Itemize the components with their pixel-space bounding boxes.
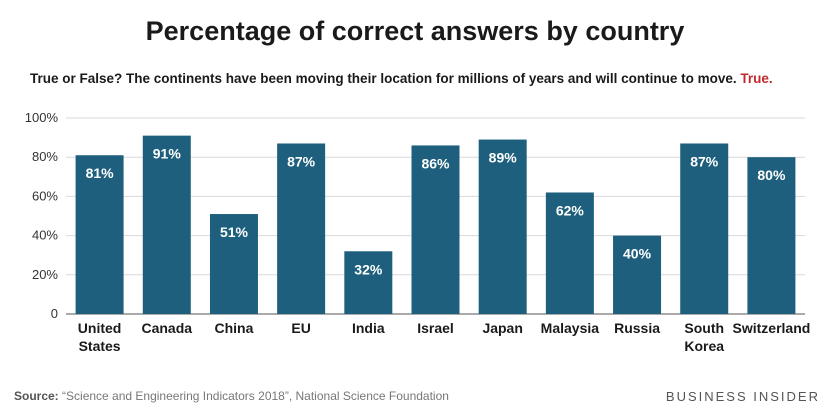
x-tick-label: States [79, 338, 121, 354]
data-label: 86% [421, 155, 450, 171]
y-tick-label: 20% [32, 267, 58, 282]
data-label: 89% [489, 150, 518, 166]
data-label: 91% [153, 146, 182, 162]
bar [142, 135, 191, 314]
bar [478, 139, 527, 314]
bar-chart: 0 20% 40% 60% 80% 100% 81% United States 91% Canad… [25, 110, 811, 354]
subtitle-question: True or False? The continents have been … [30, 71, 737, 86]
footer: Source: “Science and Engineering Indicat… [14, 385, 820, 407]
y-tick-label: 40% [32, 228, 58, 243]
source-label: Source: [14, 389, 59, 403]
x-tick-label: India [352, 320, 385, 336]
bar [411, 145, 460, 314]
source-note: Source: “Science and Engineering Indicat… [14, 389, 449, 403]
bar [680, 143, 729, 314]
chart-title: Percentage of correct answers by country [145, 16, 685, 46]
y-tick-label: 80% [32, 149, 58, 164]
data-label: 87% [690, 153, 719, 169]
data-label: 87% [287, 153, 316, 169]
y-tick-label: 0 [51, 306, 58, 321]
data-label: 81% [86, 165, 115, 181]
x-tick-label: South [684, 320, 724, 336]
data-label: 62% [556, 202, 585, 218]
bar [613, 235, 662, 314]
x-tick-label: Canada [141, 320, 192, 336]
x-tick-label: United [78, 320, 122, 336]
data-label: 40% [623, 246, 652, 262]
bar [344, 251, 393, 314]
brand-logo: BUSINESS INSIDER [665, 388, 820, 404]
y-tick-label: 60% [32, 188, 58, 203]
bar [747, 157, 796, 314]
source-text: “Science and Engineering Indicators 2018… [58, 389, 449, 403]
x-tick-label: Korea [684, 338, 724, 354]
bar [545, 192, 594, 314]
x-tick-label: China [215, 320, 254, 336]
x-tick-label: Russia [614, 320, 660, 336]
x-tick-label: Japan [482, 320, 522, 336]
bar [277, 143, 326, 314]
y-tick-label: 100% [25, 110, 59, 125]
bar [75, 155, 124, 314]
x-tick-label: Malaysia [541, 320, 600, 336]
subtitle-answer: True. [740, 71, 773, 86]
x-tick-label: EU [291, 320, 310, 336]
bar [209, 214, 258, 314]
data-label: 51% [220, 224, 249, 240]
x-tick-label: Switzerland [733, 320, 811, 336]
data-label: 32% [354, 261, 383, 277]
chart-subtitle: True or False? The continents have been … [30, 71, 820, 86]
x-tick-label: Israel [417, 320, 454, 336]
data-label: 80% [757, 167, 786, 183]
